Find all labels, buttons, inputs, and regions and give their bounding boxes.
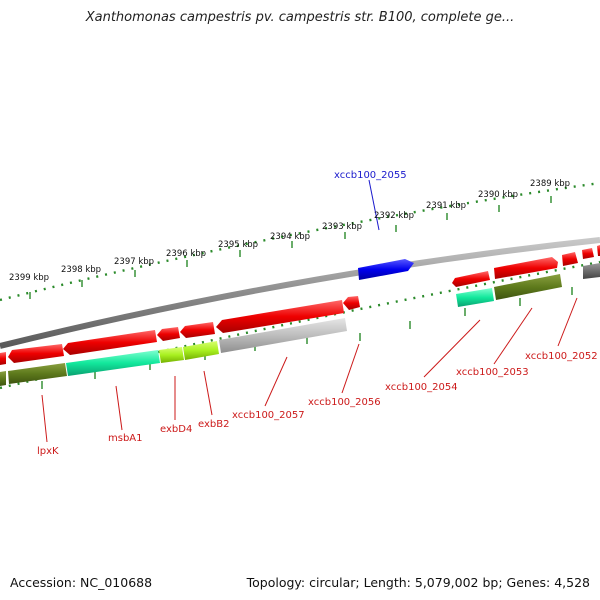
gene-xccb100-2055[interactable] <box>358 259 414 280</box>
scale-label-2395: 2395 kbp <box>218 240 258 250</box>
gene-reverse-6[interactable] <box>343 296 360 310</box>
gene-label-xccb100-2057[interactable]: xccb100_2057 <box>232 410 305 421</box>
gene-reverse-3[interactable] <box>157 327 180 341</box>
gene-reverse-0[interactable] <box>0 352 6 365</box>
gene-reverse-5[interactable] <box>216 300 344 333</box>
gene-label-xccb100-2054[interactable]: xccb100_2054 <box>385 382 458 393</box>
gene-xccb100-2057[interactable] <box>219 318 347 353</box>
gene-forward-6[interactable] <box>583 263 600 279</box>
scale-label-2394: 2394 kbp <box>270 232 310 242</box>
accession-label: Accession: NC_010688 <box>10 575 153 590</box>
genome-backbone <box>0 237 600 349</box>
gene-reverse-olive-left[interactable] <box>0 371 6 386</box>
gene-label-exbB2[interactable]: exbB2 <box>198 419 229 430</box>
gene-exbD4[interactable] <box>159 347 184 363</box>
gene-xccb100-2053[interactable] <box>494 274 562 300</box>
gene-label-xccb100-2052[interactable]: xccb100_2052 <box>525 351 598 362</box>
gene-label-xccb100-2056[interactable]: xccb100_2056 <box>308 397 381 408</box>
gene-reverse-1[interactable] <box>8 344 64 363</box>
gene-forward-2[interactable] <box>494 257 558 279</box>
gene-forward-1[interactable] <box>452 271 490 287</box>
gene-label-xccb100-2055[interactable]: xccb100_2055 <box>334 170 407 181</box>
gene-reverse-2[interactable] <box>63 330 157 355</box>
gene-xccb100-2054[interactable] <box>456 288 494 307</box>
scale-label-2398: 2398 kbp <box>61 265 101 275</box>
gene-label-msbA1[interactable]: msbA1 <box>108 433 143 444</box>
scale-label-2397: 2397 kbp <box>114 257 154 267</box>
scale-label-2390: 2390 kbp <box>478 190 518 200</box>
scale-label-2399: 2399 kbp <box>9 273 49 283</box>
gene-label-lpxK[interactable]: lpxK <box>37 446 59 457</box>
gene-reverse-4[interactable] <box>180 322 215 338</box>
gene-label-exbD4[interactable]: exbD4 <box>160 424 192 435</box>
scale-label-2392: 2392 kbp <box>374 211 414 221</box>
inner-scale-ruler <box>0 260 600 390</box>
leader-lines <box>41 179 578 443</box>
gene-label-xccb100-2053[interactable]: xccb100_2053 <box>456 367 529 378</box>
outer-scale-ruler <box>0 181 600 302</box>
reverse-strand-genes[interactable] <box>0 274 562 386</box>
gene-exbB2[interactable] <box>183 341 219 360</box>
forward-strand-genes[interactable] <box>358 245 600 287</box>
scale-label-2396: 2396 kbp <box>166 249 206 259</box>
gene-labels: xccb100_2055 lpxK msbA1 exbD4 exbB2 xccb… <box>37 170 598 457</box>
gene-lpxK[interactable] <box>8 363 67 384</box>
gene-forward-4[interactable] <box>582 248 594 259</box>
genome-summary-label: Topology: circular; Length: 5,079,002 bp… <box>246 575 590 590</box>
gene-msbA1[interactable] <box>66 350 160 376</box>
scale-labels: 2399 kbp 2398 kbp 2397 kbp 2396 kbp 2395… <box>9 179 570 283</box>
gene-forward-5[interactable] <box>597 245 600 256</box>
gene-forward-3[interactable] <box>562 252 578 266</box>
outer-ruler-major-ticks <box>29 196 552 299</box>
map-title: Xanthomonas campestris pv. campestris st… <box>85 10 515 25</box>
scale-label-2389: 2389 kbp <box>530 179 570 189</box>
scale-label-2391: 2391 kbp <box>426 201 466 211</box>
scale-label-2393: 2393 kbp <box>322 222 362 232</box>
